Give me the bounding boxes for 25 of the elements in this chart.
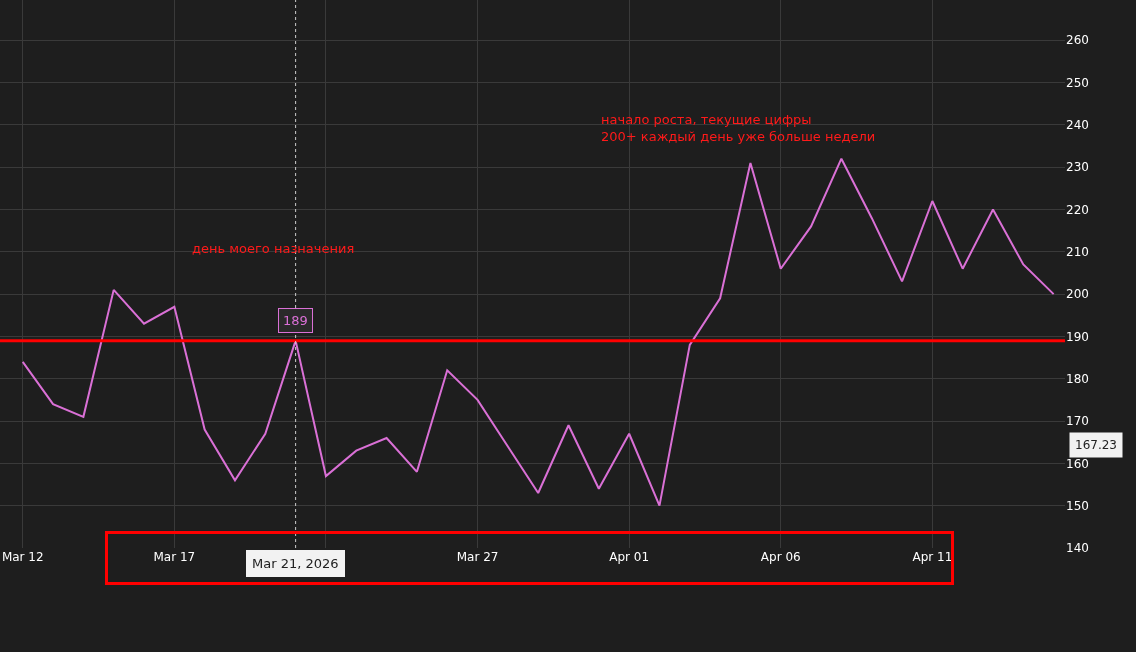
y-tick-label: 170 <box>1066 414 1089 429</box>
y-tick-label: 160 <box>1066 456 1089 471</box>
line-series <box>21 157 1055 507</box>
y-tick-label: 220 <box>1066 202 1089 217</box>
x-tick-label: Apr 01 <box>609 550 650 564</box>
ref-line-label: Mar 21, 2026 <box>252 556 339 571</box>
x-tick-label: Apr 06 <box>760 550 801 564</box>
y-tick-label: 140 <box>1066 541 1089 556</box>
y-tick-label: 250 <box>1066 75 1089 90</box>
y-tick-label: 260 <box>1066 33 1089 48</box>
x-tick-label: Mar 27 <box>456 550 499 564</box>
x-tick-label: Apr 11 <box>912 550 953 564</box>
x-tick-label: Mar 17 <box>153 550 196 564</box>
annotation: начало роста, текущие цифры 200+ каждый день уже больше недели <box>601 112 876 144</box>
annotation: 189 <box>283 313 308 328</box>
y-tick-label: 200 <box>1066 287 1089 302</box>
text: 167.23 <box>1075 438 1117 452</box>
y-tick-label: 150 <box>1066 498 1089 513</box>
y-tick-label: 190 <box>1066 329 1089 344</box>
y-tick-label: 210 <box>1066 244 1089 259</box>
y-tick-label: 180 <box>1066 371 1089 386</box>
x-tick-label: Mar 12 <box>1 550 44 564</box>
y-tick-label: 230 <box>1066 160 1089 175</box>
annotation: день моего назначения <box>192 241 355 256</box>
y-tick-label: 240 <box>1066 118 1089 133</box>
